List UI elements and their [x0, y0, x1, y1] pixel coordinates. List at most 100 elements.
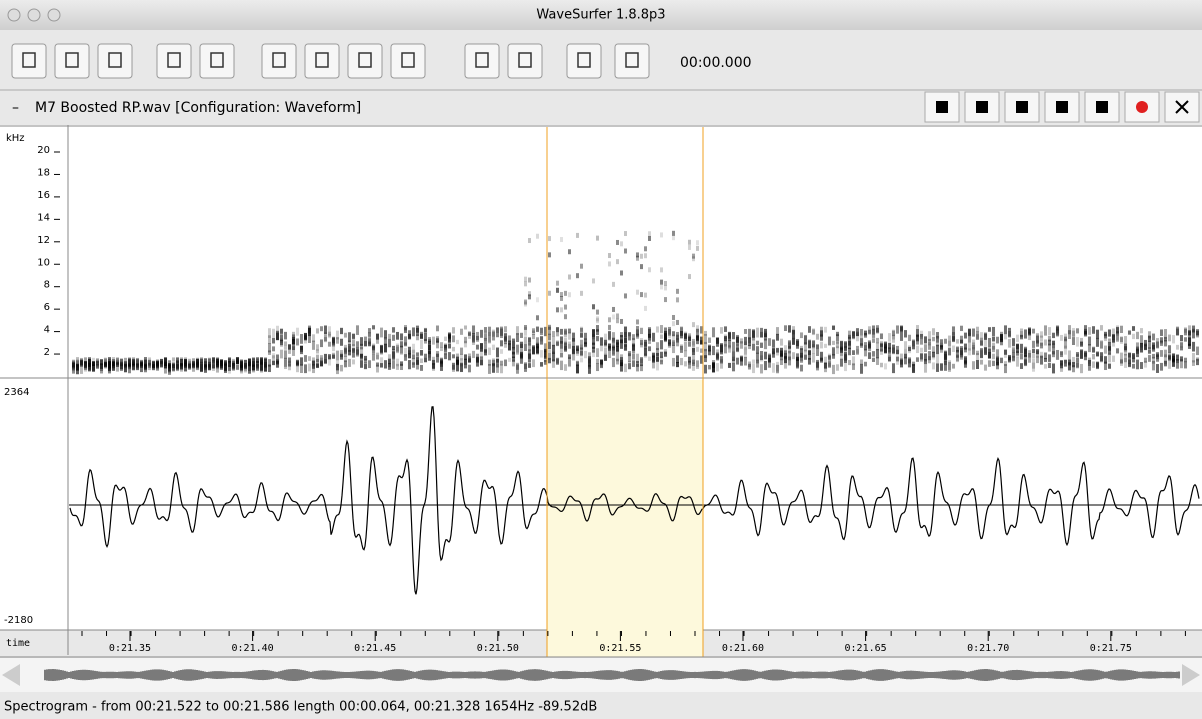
spectral-energy	[896, 350, 899, 355]
spectral-energy	[284, 346, 287, 350]
spectral-energy	[1132, 326, 1135, 331]
spectral-energy	[1032, 341, 1035, 348]
spectral-energy	[328, 342, 331, 347]
spectral-energy	[492, 345, 495, 350]
toolbar-button[interactable]	[348, 44, 382, 78]
toolbar-button[interactable]	[55, 44, 89, 78]
spectral-energy	[608, 253, 611, 258]
spectral-energy	[1036, 333, 1039, 341]
toolbar-button[interactable]	[508, 44, 542, 78]
toolbar-button[interactable]	[465, 44, 499, 78]
spectral-energy	[1092, 361, 1095, 367]
spectral-energy	[524, 277, 527, 282]
spectral-energy	[812, 341, 815, 348]
spectral-energy	[644, 293, 647, 298]
toolbar-button[interactable]	[391, 44, 425, 78]
spectral-energy	[464, 337, 467, 343]
spectral-energy	[1192, 353, 1195, 362]
spectral-energy	[880, 349, 883, 355]
frequency-tick-label: 18	[37, 167, 50, 178]
spectral-energy	[120, 359, 123, 366]
spectral-energy	[916, 325, 919, 334]
spectral-energy	[716, 337, 719, 343]
spectral-energy	[784, 359, 787, 369]
spectral-energy	[84, 363, 87, 371]
collapse-button[interactable]: –	[12, 100, 19, 116]
spectral-energy	[112, 365, 115, 371]
toolbar-button[interactable]	[262, 44, 296, 78]
spectral-energy	[1020, 363, 1023, 369]
spectral-energy	[804, 354, 807, 360]
spectral-energy	[592, 350, 595, 357]
spectral-energy	[784, 353, 787, 358]
spectral-energy	[536, 346, 539, 354]
spectral-energy	[776, 334, 779, 341]
spectral-energy	[556, 358, 559, 364]
spectral-energy	[644, 253, 647, 258]
toolbar-button[interactable]	[200, 44, 234, 78]
toolbar-button[interactable]	[12, 44, 46, 78]
spectral-energy	[612, 345, 615, 350]
spectral-energy	[596, 325, 599, 332]
spectral-energy	[1108, 339, 1111, 343]
spectral-energy	[100, 365, 103, 374]
spectral-energy	[992, 361, 995, 366]
spectral-energy	[996, 349, 999, 357]
spectral-energy	[336, 351, 339, 361]
spectral-energy	[376, 355, 379, 360]
toolbar-button[interactable]	[157, 44, 191, 78]
spectral-energy	[280, 334, 283, 340]
spectral-energy	[320, 358, 323, 362]
spectral-energy	[688, 357, 691, 363]
toolbar-button[interactable]	[305, 44, 339, 78]
spectral-energy	[1124, 336, 1127, 345]
toolbar-button[interactable]	[567, 44, 601, 78]
spectral-energy	[984, 333, 987, 339]
spectral-energy	[556, 327, 559, 332]
spectral-energy	[452, 327, 455, 333]
spectral-energy	[384, 360, 387, 368]
spectral-energy	[1144, 340, 1147, 346]
spectral-energy	[952, 364, 955, 369]
spectral-energy	[1072, 365, 1075, 372]
spectral-energy	[908, 335, 911, 341]
frequency-tick-label: 12	[37, 235, 50, 246]
spectral-energy	[960, 336, 963, 343]
spectral-energy	[312, 341, 315, 350]
window-controls[interactable]	[8, 9, 60, 21]
spectral-energy	[584, 351, 587, 358]
spectral-energy	[340, 365, 343, 372]
spectral-energy	[792, 352, 795, 359]
waveform-max: 2364	[4, 387, 29, 398]
spectral-energy	[1128, 330, 1131, 334]
spectral-energy	[1172, 356, 1175, 361]
toolbar-button[interactable]	[615, 44, 649, 78]
spectral-energy	[980, 332, 983, 341]
spectral-energy	[796, 341, 799, 349]
spectral-energy	[1196, 347, 1199, 356]
spectral-energy	[928, 339, 931, 345]
sound-name: M7 Boosted RP.wav [Configuration: Wavefo…	[35, 100, 361, 116]
toolbar-button[interactable]	[98, 44, 132, 78]
spectral-energy	[580, 291, 583, 296]
spectral-energy	[976, 334, 979, 339]
spectral-energy	[548, 325, 551, 330]
spectral-energy	[436, 354, 439, 363]
spectral-energy	[144, 357, 147, 366]
spectral-energy	[172, 365, 175, 370]
spectral-energy	[748, 361, 751, 367]
spectral-energy	[272, 338, 275, 344]
spectral-energy	[256, 361, 259, 365]
spectral-energy	[1108, 353, 1111, 362]
spectral-energy	[836, 364, 839, 370]
spectral-energy	[576, 346, 579, 351]
spectral-energy	[956, 339, 959, 343]
spectral-energy	[800, 346, 803, 350]
spectral-energy	[932, 337, 935, 341]
spectral-energy	[652, 333, 655, 342]
spectral-energy	[492, 363, 495, 372]
spectral-energy	[1180, 356, 1183, 361]
spectral-energy	[1044, 331, 1047, 335]
spectral-energy	[420, 350, 423, 356]
spectral-energy	[668, 329, 671, 334]
